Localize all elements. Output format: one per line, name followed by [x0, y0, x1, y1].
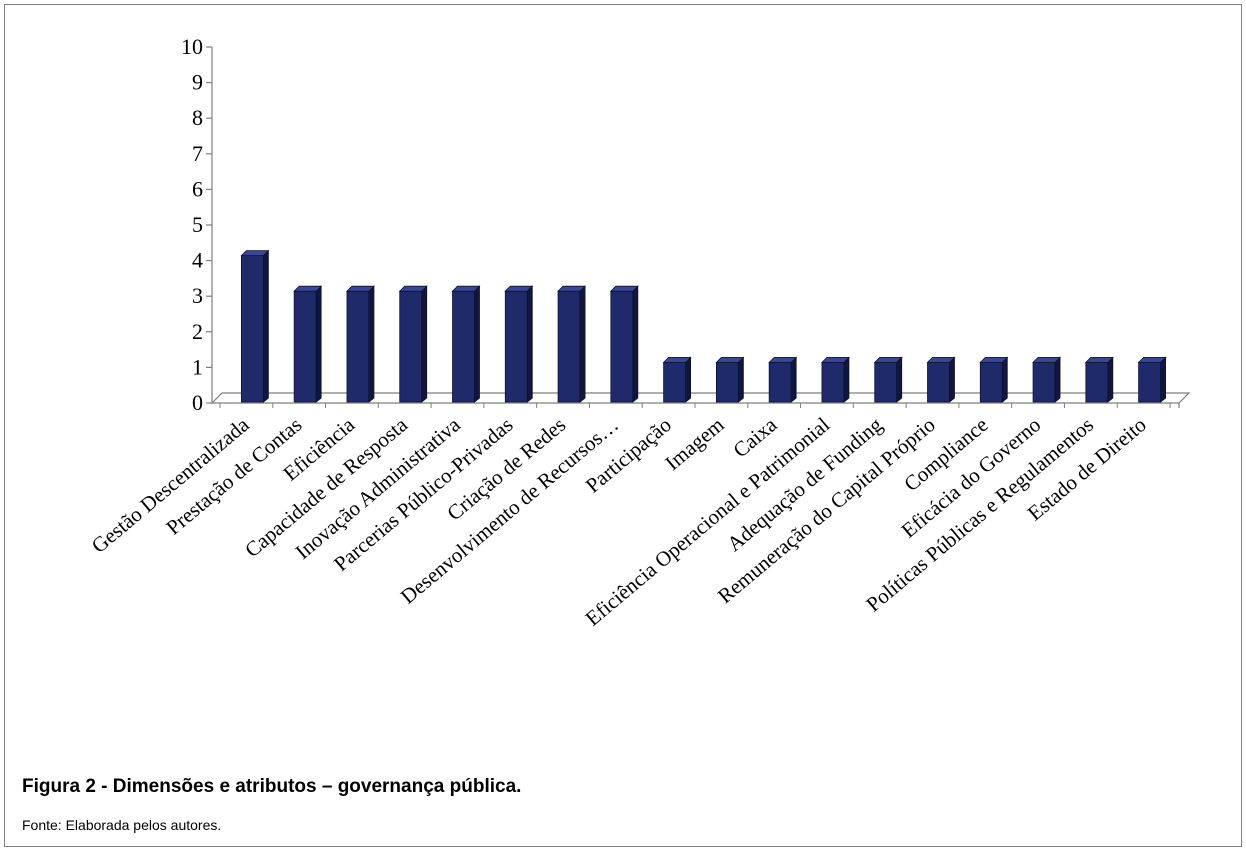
- bar-front: [452, 290, 475, 403]
- bar-top: [979, 356, 1009, 363]
- bar-side: [526, 285, 533, 403]
- bar-top: [451, 285, 481, 292]
- bar-front: [610, 290, 634, 403]
- bar-top: [715, 356, 745, 363]
- bar-side: [1054, 356, 1061, 403]
- chart-floor: [210, 392, 1191, 404]
- figure-caption: Figura 2 - Dimensões e atributos – gover…: [22, 776, 522, 797]
- bar-top: [240, 250, 270, 257]
- bar-front: [1138, 361, 1162, 403]
- y-tick-label: 8: [192, 105, 203, 130]
- bar-side: [737, 356, 744, 403]
- bar-front: [557, 290, 581, 403]
- bar-side: [1001, 356, 1008, 403]
- bar: [1084, 356, 1114, 403]
- y-tick-label: 3: [192, 283, 203, 308]
- y-tick-label: 10: [181, 34, 203, 59]
- bar: [820, 356, 850, 403]
- bar: [240, 249, 270, 403]
- y-axis-ticks: 0 1 2 3 4 5 6 7 8 9 10: [181, 34, 212, 415]
- y-tick-label: 7: [192, 141, 203, 166]
- bar-front: [504, 290, 528, 403]
- bar: [979, 356, 1009, 403]
- bar-side: [262, 249, 269, 403]
- y-tick-label: 0: [192, 390, 203, 415]
- bar-top: [398, 285, 428, 292]
- bar-side: [579, 285, 586, 403]
- bar-front: [768, 361, 792, 403]
- bar: [873, 356, 903, 403]
- bar-series: [240, 249, 1167, 403]
- bar-front: [821, 361, 845, 403]
- bar-front: [240, 255, 264, 403]
- bar-front: [979, 361, 1003, 403]
- bar: [662, 356, 692, 403]
- bar-top: [557, 285, 587, 292]
- bar-side: [1107, 356, 1114, 403]
- x-tick-label: Imagem: [660, 412, 728, 475]
- bar-side: [1160, 356, 1167, 403]
- bar-side: [368, 285, 375, 403]
- bar-front: [399, 290, 423, 403]
- bar: [926, 356, 956, 403]
- bar-top: [768, 356, 798, 363]
- bar: [715, 356, 745, 403]
- y-tick-label: 4: [192, 248, 203, 273]
- y-tick-label: 9: [192, 70, 203, 95]
- bar-top: [926, 356, 956, 363]
- y-tick-label: 5: [192, 212, 203, 237]
- figure-source: Fonte: Elaborada pelos autores.: [22, 817, 222, 833]
- bar-top: [504, 285, 534, 292]
- bar-front: [1032, 361, 1056, 403]
- bar-top: [293, 285, 323, 292]
- bar: [1032, 356, 1062, 403]
- bar-chart: 0 1 2 3 4 5 6 7 8 9 10 Gestão DescentralizadaPrest…: [87, 34, 1191, 631]
- bar: [451, 285, 481, 403]
- bar-side: [896, 356, 903, 403]
- bar-top: [662, 356, 692, 363]
- bar-top: [1137, 356, 1167, 363]
- bar-side: [949, 356, 955, 403]
- bar-front: [346, 290, 370, 403]
- bar-top: [873, 356, 903, 363]
- bar-side: [421, 285, 428, 403]
- figure-frame: 0 1 2 3 4 5 6 7 8 9 10 Gestão Descentralizada Prest…: [4, 4, 1242, 847]
- bar-top: [1084, 356, 1114, 363]
- bar: [1137, 356, 1167, 403]
- bar-top: [609, 285, 639, 292]
- bar-side: [790, 356, 797, 403]
- y-tick-label: 1: [192, 354, 203, 379]
- bar-side: [315, 285, 322, 403]
- bar-front: [293, 290, 317, 403]
- bar-side: [685, 356, 692, 403]
- bar: [609, 285, 639, 403]
- bar-front: [715, 361, 739, 403]
- bar-side: [843, 356, 850, 403]
- bar: [768, 356, 798, 403]
- bar-front: [927, 361, 950, 403]
- y-tick-label: 2: [192, 319, 203, 344]
- bar-top: [1032, 356, 1062, 363]
- bar-top: [820, 356, 850, 363]
- bar-side: [632, 285, 639, 403]
- bar: [398, 285, 428, 403]
- y-tick-label: 6: [192, 176, 203, 201]
- bar: [504, 285, 534, 403]
- bar: [345, 285, 375, 403]
- bar: [557, 285, 587, 403]
- bar-top: [345, 285, 375, 292]
- bar-front: [1085, 361, 1109, 403]
- bar: [293, 285, 323, 403]
- bar-side: [474, 285, 480, 403]
- bar-front: [663, 361, 687, 403]
- bar-front: [874, 361, 898, 403]
